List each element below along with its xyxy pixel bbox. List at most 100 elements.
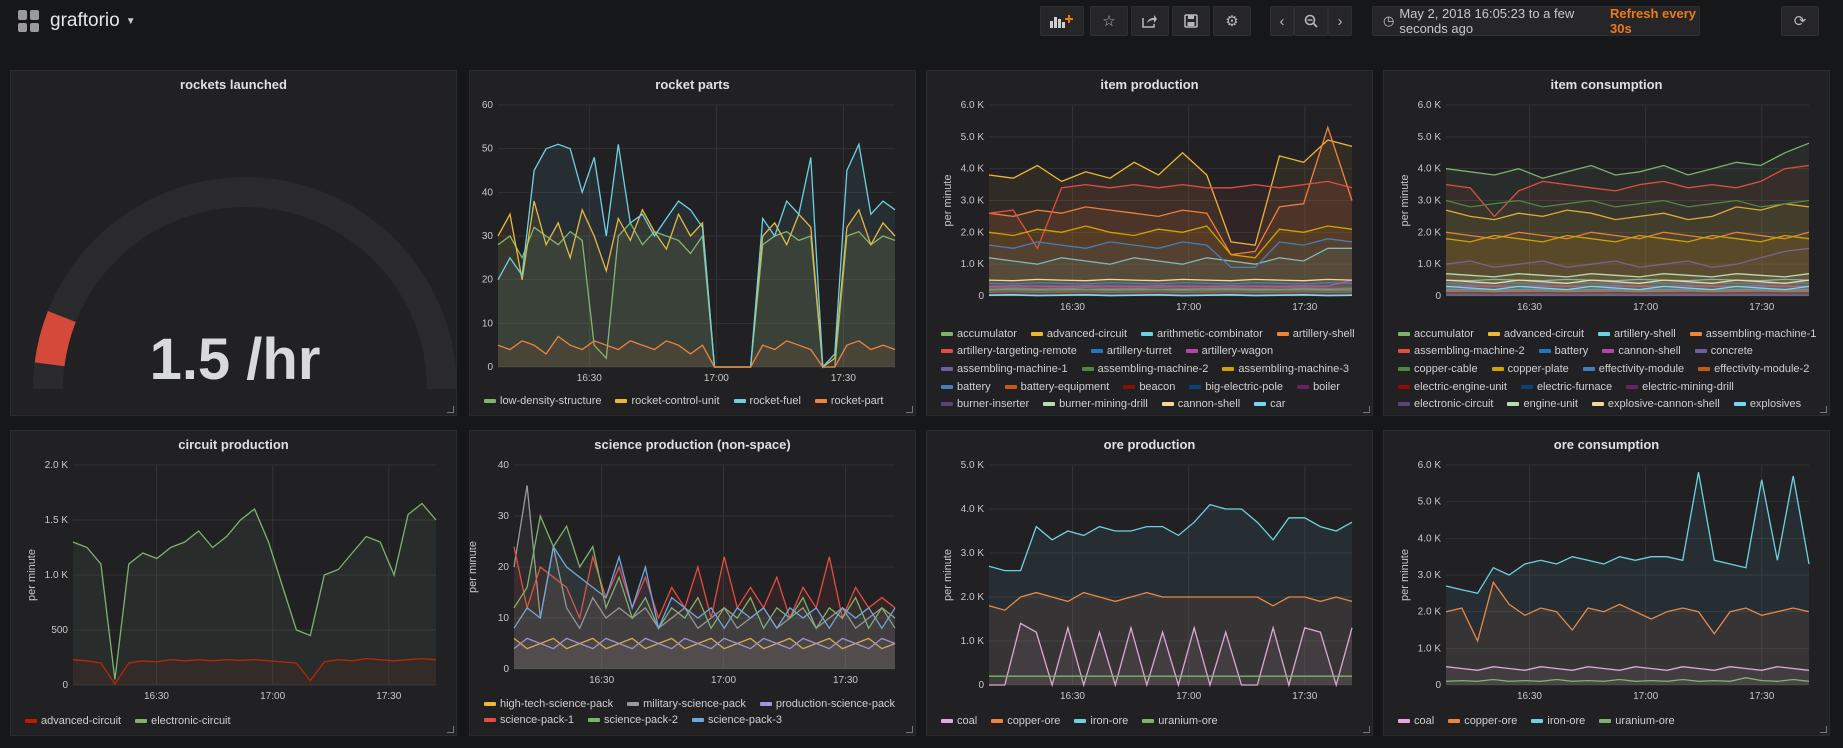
- legend-label: assembling-machine-2: [1097, 362, 1209, 375]
- legend-item[interactable]: copper-ore: [1448, 715, 1517, 727]
- dashboard-picker[interactable]: graftorio ▼: [18, 10, 136, 32]
- settings-button[interactable]: ⚙: [1213, 6, 1251, 36]
- legend-item[interactable]: rocket-fuel: [733, 395, 801, 407]
- legend-item[interactable]: burner-inserter: [941, 397, 1029, 411]
- legend-item[interactable]: advanced-circuit: [1030, 327, 1127, 341]
- legend-item[interactable]: science-pack-3: [691, 714, 782, 726]
- legend-item[interactable]: advanced-circuit: [1487, 327, 1585, 341]
- legend-item[interactable]: coal: [941, 715, 977, 727]
- legend-item[interactable]: military-science-pack: [627, 698, 746, 710]
- x-tick-label: 16:30: [1060, 691, 1085, 702]
- legend-item[interactable]: arithmetic-combinator: [1141, 327, 1263, 341]
- y-tick-label: 40: [498, 460, 510, 471]
- caret-down-icon[interactable]: ▼: [125, 15, 136, 27]
- legend-item[interactable]: production-science-pack: [759, 698, 895, 710]
- legend-item[interactable]: electronic-circuit: [135, 715, 231, 727]
- legend-item[interactable]: battery: [1538, 345, 1588, 359]
- legend-item[interactable]: assembling-machine-2: [1081, 362, 1209, 376]
- add-panel-button[interactable]: [1040, 6, 1084, 36]
- legend-item[interactable]: electric-engine-unit: [1398, 380, 1507, 394]
- zoom-out-button[interactable]: [1294, 6, 1328, 36]
- legend-item[interactable]: boiler: [1297, 380, 1340, 394]
- legend-item[interactable]: iron-ore: [1074, 715, 1128, 727]
- legend-item[interactable]: engine-unit: [1507, 397, 1578, 411]
- dashboard-title[interactable]: graftorio: [50, 10, 120, 31]
- ore-consumption-chart: 0 1.0 K 2.0 K 3.0 K 4.0 K 5.0 K 6.0 K 16:30 17:0…: [1399, 460, 1810, 702]
- legend-item[interactable]: coal: [1398, 715, 1434, 727]
- legend-item[interactable]: copper-cable: [1398, 362, 1478, 376]
- legend-label: concrete: [1710, 345, 1753, 358]
- legend-item[interactable]: copper-plate: [1491, 362, 1569, 376]
- legend-item[interactable]: explosives: [1733, 397, 1802, 411]
- legend-label: advanced-circuit: [41, 715, 122, 727]
- series-line: [988, 180, 1353, 250]
- legend-item[interactable]: artillery-targeting-remote: [941, 345, 1077, 359]
- legend-swatch: [484, 399, 496, 403]
- legend-item[interactable]: electronic-circuit: [1398, 397, 1493, 411]
- legend-label: artillery-turret: [1106, 345, 1172, 358]
- series-area: [989, 140, 1352, 296]
- legend-item[interactable]: assembling-machine-1: [941, 362, 1068, 376]
- legend-item[interactable]: electric-furnace: [1520, 380, 1612, 394]
- save-button[interactable]: [1172, 6, 1210, 36]
- legend-item[interactable]: science-pack-1: [484, 714, 574, 726]
- legend-item[interactable]: artillery-shell: [1276, 327, 1355, 341]
- legend-item[interactable]: big-electric-pole: [1189, 380, 1283, 394]
- legend-item[interactable]: effectivity-module-2: [1698, 362, 1809, 376]
- time-forward-button[interactable]: ›: [1328, 6, 1352, 36]
- legend-item[interactable]: low-density-structure: [484, 395, 601, 407]
- share-button[interactable]: [1131, 6, 1169, 36]
- legend-item[interactable]: advanced-circuit: [25, 715, 121, 727]
- resize-handle[interactable]: [447, 726, 454, 733]
- legend-item[interactable]: battery-equipment: [1004, 380, 1109, 394]
- legend-item[interactable]: burner-mining-drill: [1043, 397, 1148, 411]
- legend-item[interactable]: accumulator: [941, 327, 1017, 341]
- legend-item[interactable]: battery: [941, 380, 991, 394]
- legend-item[interactable]: cannon-shell: [1161, 397, 1240, 411]
- legend-item[interactable]: rocket-control-unit: [615, 395, 720, 407]
- legend-item[interactable]: high-tech-science-pack: [484, 698, 613, 710]
- legend-label: accumulator: [957, 327, 1017, 340]
- legend-item[interactable]: artillery-wagon: [1185, 345, 1273, 359]
- resize-handle[interactable]: [1363, 726, 1370, 733]
- legend-item[interactable]: copper-ore: [991, 715, 1060, 727]
- legend-label: explosives: [1749, 398, 1802, 411]
- panel-title: circuit production: [178, 437, 289, 452]
- star-button[interactable]: ☆: [1090, 6, 1128, 36]
- time-range-picker[interactable]: ◷ May 2, 2018 16:05:23 to a few seconds …: [1372, 6, 1700, 36]
- legend-item[interactable]: explosive-cannon-shell: [1591, 397, 1720, 411]
- resize-handle[interactable]: [447, 406, 454, 413]
- y-tick-label: 5.0 K: [961, 132, 985, 143]
- legend-item[interactable]: effectivity-module: [1582, 362, 1684, 376]
- legend-item[interactable]: rocket-part: [814, 395, 883, 407]
- legend-item[interactable]: cannon-shell: [1602, 345, 1681, 359]
- legend-item[interactable]: assembling-machine-3: [1222, 362, 1349, 376]
- resize-handle[interactable]: [1820, 406, 1827, 413]
- legend-item[interactable]: artillery-shell: [1598, 327, 1676, 341]
- legend-item[interactable]: uranium-ore: [1599, 715, 1675, 727]
- series-line: [1445, 472, 1810, 595]
- resize-handle[interactable]: [906, 406, 913, 413]
- time-back-button[interactable]: ‹: [1270, 6, 1294, 36]
- legend-item[interactable]: beacon: [1123, 380, 1175, 394]
- resize-handle[interactable]: [1363, 406, 1370, 413]
- legend-item[interactable]: assembling-machine-1: [1689, 327, 1816, 341]
- legend-item[interactable]: science-pack-2: [587, 714, 678, 726]
- dashboard-grid-icon[interactable]: [18, 10, 40, 32]
- legend-item[interactable]: artillery-turret: [1090, 345, 1172, 359]
- legend-label: rocket-fuel: [749, 395, 801, 407]
- legend-item[interactable]: uranium-ore: [1142, 715, 1218, 727]
- legend-item[interactable]: iron-ore: [1531, 715, 1585, 727]
- legend-item[interactable]: concrete: [1694, 345, 1753, 359]
- legend-item[interactable]: electric-mining-drill: [1626, 380, 1734, 394]
- resize-handle[interactable]: [1820, 726, 1827, 733]
- legend-item[interactable]: assembling-machine-2: [1398, 345, 1525, 359]
- resize-handle[interactable]: [906, 726, 913, 733]
- refresh-button[interactable]: ⟳: [1781, 6, 1819, 36]
- series-line: [988, 287, 1353, 290]
- legend-item[interactable]: accumulator: [1398, 327, 1474, 341]
- y-tick-label: 30: [482, 231, 494, 242]
- legend-item[interactable]: car: [1254, 397, 1285, 411]
- legend-label: advanced-circuit: [1503, 327, 1585, 340]
- y-tick-label: 4.0 K: [1418, 164, 1442, 175]
